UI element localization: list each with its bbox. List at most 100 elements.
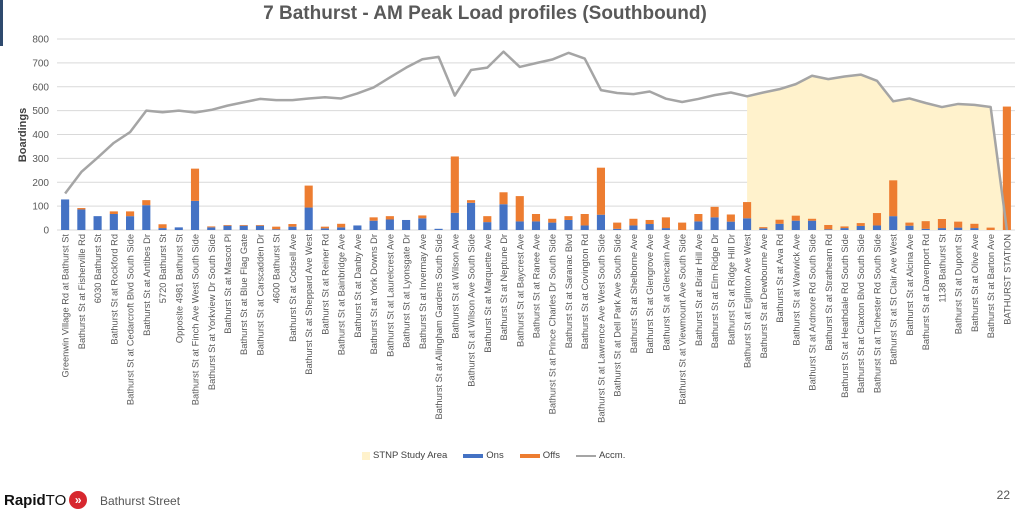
ons-bar <box>93 216 102 230</box>
x-tick-label: Bathurst St at Wilson Ave <box>450 234 460 339</box>
x-tick-label: Bathurst St at St Clair Ave West <box>889 234 899 365</box>
x-tick-label: 4600 Bathurst St <box>272 234 282 304</box>
offs-bar <box>921 221 930 229</box>
logo-text-bold: Rapid <box>4 491 46 509</box>
chart-title: 7 Bathurst - AM Peak Load profiles (Sout… <box>263 3 707 24</box>
x-tick-label: Bathurst St at Blue Flag Gate <box>239 234 249 355</box>
x-tick-label: Bathurst St at Claxton Blvd South Side <box>856 234 866 393</box>
ons-bar <box>109 214 118 230</box>
legend-offs: Offs <box>519 450 560 461</box>
offs-bar <box>791 215 800 221</box>
ons-bar <box>694 221 703 230</box>
x-tick-label: Bathurst St at York Downs Dr <box>369 234 379 354</box>
offs-bar <box>775 219 784 224</box>
ons-bar <box>824 229 833 230</box>
x-tick-label: Bathurst St at Dell Park Ave South Side <box>613 234 623 397</box>
ons-bar <box>905 225 914 230</box>
x-tick-label: Bathurst St at Neptune Dr <box>499 234 509 340</box>
ons-bar <box>531 221 541 230</box>
offs-swatch <box>519 453 540 458</box>
ons-bar <box>418 218 427 230</box>
legend-label: Ons <box>486 450 504 461</box>
y-tick-label: 600 <box>32 82 49 93</box>
x-tick-label: Bathurst St at Wilson Ave South Side <box>467 234 477 387</box>
x-tick-label: Bathurst St at Yorkview Dr South Side <box>207 234 217 390</box>
x-tick-label: Bathurst St at Danby Ave <box>353 234 363 338</box>
x-tick-label: Bathurst St at Saranac Blvd <box>564 234 574 348</box>
offs-bar <box>743 202 752 219</box>
ons-bar <box>710 217 719 230</box>
offs-bar <box>531 214 541 222</box>
x-tick-label: Bathurst St at Fisherville Rd <box>77 234 87 349</box>
x-tick-label: Bathurst St at Rockford Rd <box>109 234 119 345</box>
ons-bar <box>840 228 849 230</box>
x-tick-label: Bathurst St at Alcina Ave <box>905 234 915 336</box>
ons-bar <box>661 228 670 230</box>
offs-bar <box>304 185 313 208</box>
ons-bar <box>255 225 265 230</box>
offs-bar <box>239 224 248 226</box>
offs-bar <box>629 218 638 226</box>
legend-ons: Ons <box>463 450 504 461</box>
ons-bar <box>337 227 346 230</box>
x-tick-label: Bathurst St at Carscadden Dr <box>255 234 265 355</box>
y-tick-label: 800 <box>32 35 49 46</box>
footer-subtitle: Bathurst Street <box>100 494 181 508</box>
x-tick-label: Bathurst St at Reiner Rd <box>320 234 330 335</box>
accm-line <box>64 50 1009 231</box>
slide-accent-bar <box>0 0 3 46</box>
ons-bar <box>369 220 378 230</box>
ons-bar <box>645 224 654 230</box>
offs-bar <box>710 206 719 218</box>
x-tick-label: Bathurst St at Glencairn Ave <box>661 234 671 351</box>
offs-bar <box>77 208 86 210</box>
legend-label: Offs <box>542 450 560 461</box>
offs-bar <box>207 226 216 228</box>
y-tick-label: 500 <box>32 106 49 117</box>
legend-accm: Accm. <box>575 450 625 461</box>
offs-bar <box>483 216 492 223</box>
ons-bar <box>207 227 216 230</box>
ons-bar <box>402 219 411 230</box>
offs-bar <box>661 217 670 229</box>
double-chevron-icon: » <box>69 491 88 509</box>
offs-bar <box>142 200 151 206</box>
x-tick-label: Bathurst St at Bainbridge Ave <box>337 234 347 355</box>
x-tick-label: Bathurst St at Marquette Ave <box>483 234 493 353</box>
x-tick-label: Bathurst St at Mascot Pl <box>223 234 233 334</box>
x-tick-label: Bathurst St at Shelborne Ave <box>629 234 639 353</box>
offs-bar <box>970 223 979 229</box>
ons-bar <box>515 221 524 230</box>
offs-bar <box>466 200 476 203</box>
x-tick-label: Bathurst St at Invermay Ave <box>418 234 428 349</box>
x-tick-label: Bathurst St at Lawrence Ave West South S… <box>596 234 606 423</box>
y-tick-label: 0 <box>43 226 49 237</box>
x-tick-label: Bathurst St at Ava Rd <box>775 234 785 323</box>
ons-bar <box>142 205 151 230</box>
y-tick-label: 700 <box>32 58 49 69</box>
y-tick-label: 100 <box>32 202 49 213</box>
ons-bar <box>353 225 362 230</box>
y-tick-label: 400 <box>32 130 49 141</box>
x-tick-label: BATHURST STATION <box>1002 234 1012 325</box>
offs-bar <box>126 211 135 217</box>
x-tick-label: Bathurst St at Antibes Dr <box>142 234 152 336</box>
ons-bar <box>158 228 167 230</box>
offs-bar <box>255 224 265 226</box>
ons-bar <box>288 226 297 230</box>
ons-bar <box>385 219 394 230</box>
accm-swatch <box>575 454 596 457</box>
ons-bar <box>726 221 735 230</box>
offs-bar <box>418 215 427 219</box>
ons-bar <box>450 212 459 230</box>
ons-bar <box>856 225 865 230</box>
y-tick-label: 300 <box>32 154 49 165</box>
x-tick-label: Bathurst St at Finch Ave West South Side <box>191 234 201 405</box>
ons-bar <box>483 222 492 230</box>
ons-bar <box>629 225 638 230</box>
x-tick-label: Bathurst St at Covington Rd <box>580 234 590 349</box>
offs-bar <box>726 214 735 222</box>
ons-bar <box>743 218 752 230</box>
offs-bar <box>807 218 817 221</box>
ons-bar <box>954 227 963 230</box>
